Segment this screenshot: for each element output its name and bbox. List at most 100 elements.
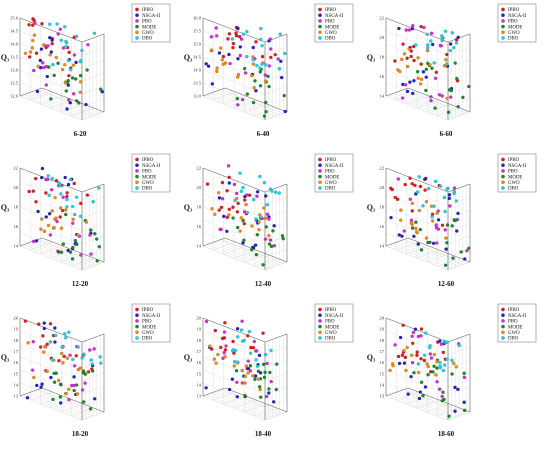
box-edge [224,87,288,113]
data-point [225,229,229,234]
data-point [220,58,225,62]
data-point [425,32,429,37]
data-point [65,191,69,195]
z-tick-label: 13.0 [10,68,19,73]
floor-gridline [385,95,449,121]
data-point [35,89,40,94]
data-point [428,240,432,245]
z-tick-label: 14 [379,94,384,99]
data-point [260,62,264,66]
data-point [416,56,420,60]
data-point [46,44,50,48]
legend-marker [135,319,139,323]
data-point [454,365,459,369]
legend-label: DBO [142,187,153,192]
data-point [257,220,261,224]
data-point [246,359,250,363]
data-point [227,387,232,392]
data-point [232,359,237,364]
box-edge [385,167,449,193]
panel-18-60: 20 19 18 17 16 15 14 13 Q₃ IPBO NSGA-II PBO MODE GWO D… [366,300,549,450]
data-point [268,238,273,242]
data-point [228,61,232,66]
data-point [209,35,214,39]
data-point [77,101,81,105]
data-point [47,193,51,198]
legend-label: PBO [325,320,335,325]
data-point [227,175,231,180]
data-point [53,333,58,338]
data-point [48,233,53,237]
z-tick-label: 13 [196,394,201,399]
data-point [448,48,453,53]
data-point [68,101,72,105]
legend-marker [135,313,139,318]
data-point [441,350,446,355]
z-tick-label: 22 [379,166,384,171]
data-point [424,236,429,240]
data-point [49,375,53,380]
data-point [227,181,232,185]
data-point [262,114,267,118]
data-point [252,85,256,90]
box-edge [202,317,266,343]
data-point [408,176,412,180]
box-edge [202,237,226,247]
data-point [409,353,414,357]
legend-marker [501,163,505,168]
data-point [258,37,263,42]
box-edge [224,237,288,263]
data-point [30,368,35,372]
z-axis-label: Q₃ [1,353,10,362]
data-point [32,33,37,37]
z-tick-label: 19 [13,327,18,332]
floor-gridline [389,244,452,269]
data-point [255,63,259,68]
data-point [71,245,75,250]
data-point [411,91,415,96]
data-point [235,225,240,230]
data-point [95,237,99,241]
legend-marker [135,13,139,18]
data-point [65,197,69,202]
data-point [440,394,444,399]
series-GWO [388,345,459,377]
data-point [245,54,249,59]
data-point [80,356,84,360]
data-point [76,345,80,349]
data-point [222,214,226,219]
data-point [244,364,249,368]
legend-label: MODE [142,25,156,30]
data-point [232,182,237,187]
data-point [66,58,71,63]
z-tick-label: 22 [196,166,201,171]
data-point [231,348,235,352]
data-point [221,62,225,66]
data-point [58,382,63,386]
data-point [467,84,471,89]
series-IPBO [27,176,90,219]
data-point [78,214,83,218]
legend-label: PBO [508,20,518,25]
data-point [264,394,269,399]
wall-gridline [264,346,288,356]
data-point [232,364,237,368]
data-point [456,387,460,392]
data-point [210,82,215,86]
z-tick-label: 20 [379,316,384,321]
data-point [70,76,75,80]
data-point [410,209,414,213]
legend-label: GWO [508,331,520,336]
z-axis-label: Q₃ [1,203,10,212]
legend-marker [501,324,505,329]
data-point [222,336,227,340]
data-point [70,204,75,209]
data-point [84,220,89,224]
series-MODE [410,218,471,268]
data-point [33,176,38,181]
data-point [99,87,103,91]
floor-gridline [23,94,86,119]
data-point [250,73,254,78]
data-point [218,46,223,50]
